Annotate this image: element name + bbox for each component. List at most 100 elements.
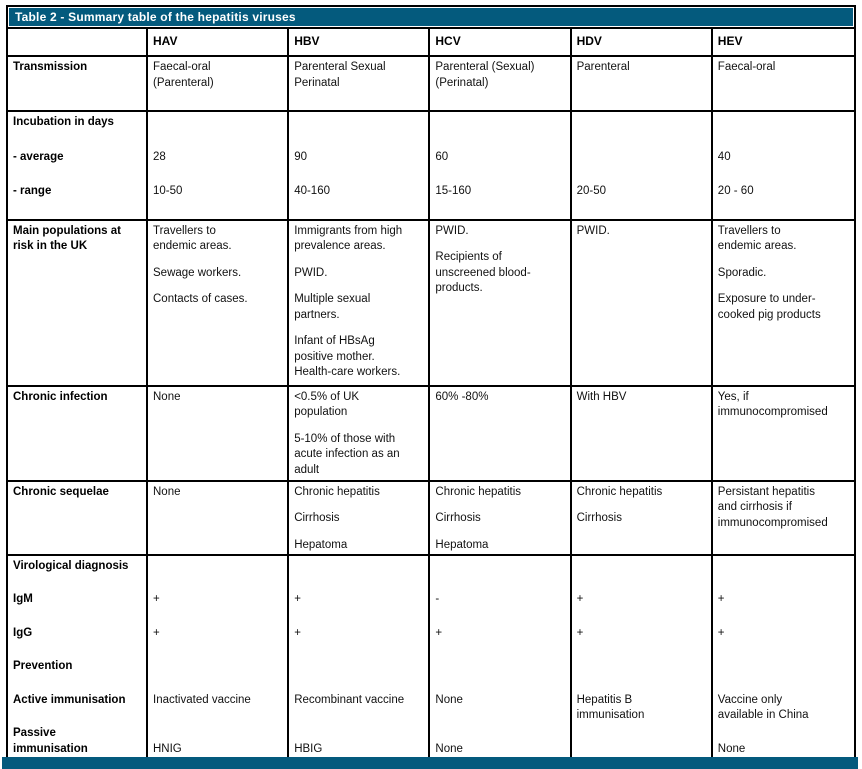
cell-text	[718, 559, 849, 575]
table-row: Virological diagnosis IgM IgG Prevention Act…	[8, 553, 854, 769]
cell-text	[294, 115, 423, 131]
data-cell: + + Inactivated vaccine HNIG	[148, 555, 290, 769]
data-cell: 60% -80%	[430, 386, 572, 480]
row-label-text: Main populations at risk in the UK	[13, 224, 121, 253]
cell-text: Chronic hepatitis	[435, 485, 522, 498]
cell-text: Faecal-oral	[717, 61, 776, 73]
row-label-cell: Transmission	[8, 57, 148, 110]
cell-text: +	[294, 626, 301, 639]
table-body: Transmission Faecal-oral (Parenteral) Pare…	[8, 55, 854, 769]
cell-text	[435, 659, 564, 675]
cell-text	[577, 115, 706, 131]
cell-text	[294, 659, 423, 675]
cell-text: +	[576, 593, 584, 605]
table-title-bar: Table 2 - Summary table of the hepatitis…	[9, 8, 853, 26]
data-cell: Travellers to endemic areas. Sporadic. Exp…	[713, 221, 854, 385]
cell-text: 28	[153, 150, 166, 163]
data-cell: PWID.	[572, 220, 713, 385]
column-header-hdv: HDV	[572, 29, 713, 55]
row-label-text: IgG	[13, 626, 33, 639]
cell-text: Hepatoma	[294, 538, 348, 551]
table-row: Transmission Faecal-oral (Parenteral) Pare…	[8, 55, 854, 110]
data-cell: <0.5% of UK population 5-10% of those wit…	[289, 386, 431, 480]
cell-text: +	[576, 626, 584, 639]
data-cell: 90 40-160	[289, 112, 431, 219]
cell-text: Immigrants from high prevalence areas.	[294, 224, 403, 253]
cell-text	[153, 559, 282, 575]
row-label-cell: Chronic sequelae	[8, 481, 148, 554]
data-cell: Faecal-oral	[713, 57, 854, 110]
cell-text	[153, 659, 282, 675]
cell-text	[577, 659, 706, 675]
data-cell: Travellers to endemic areas. Sewage worke…	[148, 220, 290, 385]
column-header-hev: HEV	[717, 34, 743, 48]
data-cell: 40 20 - 60	[713, 112, 854, 219]
data-cell: Parenteral	[572, 57, 713, 110]
cell-text	[435, 115, 564, 131]
cell-text: +	[153, 626, 160, 639]
data-cell: Parenteral Sexual Perinatal	[289, 57, 431, 110]
cell-text: With HBV	[576, 390, 627, 403]
data-cell: 28 10-50	[148, 112, 290, 219]
column-header-row: HAV HBV HCV HDV HEV	[8, 27, 854, 55]
cell-text: PWID.	[294, 266, 328, 279]
cell-text: Vaccine only available in China	[717, 693, 809, 722]
cell-text: +	[435, 626, 443, 639]
row-label-text: Transmission	[13, 61, 88, 73]
row-label-cell: Virological diagnosis IgM IgG Prevention Act…	[8, 555, 148, 769]
cell-text: 5-10% of those with acute infection as a…	[294, 432, 400, 476]
data-cell: Yes, if immunocompromised	[713, 387, 854, 480]
cell-text	[718, 659, 849, 675]
column-header-hav: HAV	[148, 29, 290, 55]
cell-text: HBIG	[294, 742, 323, 755]
data-cell: + + Recombinant vaccine HBIG	[289, 555, 431, 769]
cell-text: Sporadic.	[717, 266, 767, 279]
cell-text: 20 - 60	[717, 185, 754, 197]
row-label-text: Chronic infection	[13, 390, 108, 403]
cell-text: <0.5% of UK population	[294, 390, 360, 419]
data-cell: With HBV	[572, 386, 713, 480]
cell-text	[718, 115, 849, 131]
cell-text: None	[153, 390, 181, 403]
cell-text: Exposure to under- cooked pig products	[717, 293, 821, 321]
row-label-cell: Incubation in days - average - range	[8, 112, 148, 219]
cell-text: PWID.	[576, 224, 610, 237]
column-header-hcv: HCV	[430, 29, 572, 55]
cell-text: HNIG	[153, 742, 182, 755]
cell-text: Parenteral (Sexual) (Perinatal)	[435, 61, 535, 89]
cell-text: Infant of HBsAg positive mother. Health-…	[294, 335, 401, 378]
row-label-text: Passive immunisation	[13, 727, 88, 755]
data-cell: Faecal-oral (Parenteral)	[148, 57, 290, 110]
row-label-text: Incubation in days	[13, 116, 114, 128]
cell-text: None	[435, 742, 463, 755]
data-cell: Immigrants from high prevalence areas. PW…	[289, 220, 431, 385]
table-row: Chronic infection None <0.5% of UK populat…	[8, 384, 854, 480]
data-cell: - + None None	[430, 555, 572, 769]
cell-text: +	[153, 593, 160, 605]
row-label-text: Virological diagnosis	[13, 559, 129, 572]
cell-text: 40	[717, 150, 731, 163]
cell-text: +	[717, 626, 725, 639]
cell-text: Inactivated vaccine	[153, 693, 251, 706]
cell-text: PWID.	[435, 224, 469, 237]
cell-text: Chronic hepatitis	[576, 485, 663, 498]
cell-text: Cirrhosis	[435, 512, 481, 524]
cell-text	[577, 559, 706, 575]
cell-text: Parenteral	[576, 61, 630, 73]
cell-text: Recombinant vaccine	[294, 693, 405, 706]
data-cell: PWID. Recipients of unscreened blood- pro…	[430, 220, 572, 385]
cell-text: Cirrhosis	[576, 512, 622, 524]
cell-text: Contacts of cases.	[153, 293, 248, 305]
row-label-text: Prevention	[13, 660, 73, 672]
cell-text: 40-160	[294, 185, 330, 197]
cell-text: Recipients of unscreened blood- products…	[435, 251, 531, 294]
cell-text: 90	[294, 150, 307, 163]
row-label-cell: Chronic infection	[8, 386, 148, 480]
footer-bar	[2, 757, 858, 769]
cell-text: 10-50	[153, 185, 183, 197]
data-cell: Parenteral (Sexual) (Perinatal)	[430, 57, 572, 110]
data-cell: Chronic hepatitis Cirrhosis Hepatoma	[289, 481, 431, 554]
table-row: Incubation in days - average - range 28 10-…	[8, 110, 854, 219]
cell-text: None	[717, 742, 746, 755]
